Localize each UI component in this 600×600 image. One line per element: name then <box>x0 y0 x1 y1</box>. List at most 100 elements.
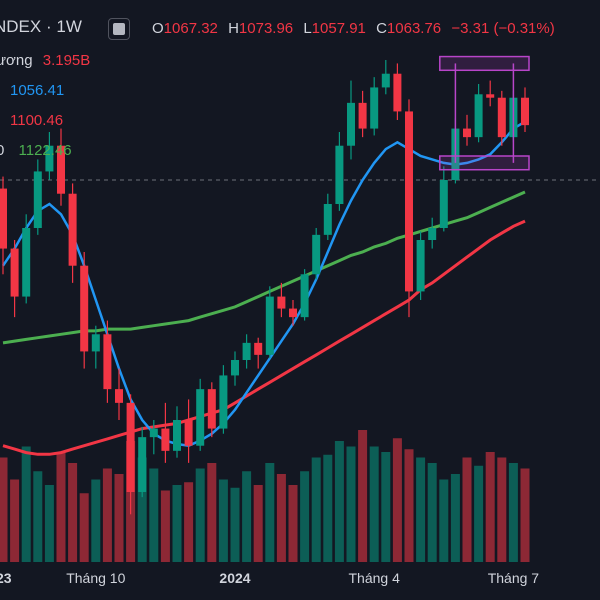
candle-body <box>80 265 89 352</box>
candle-body <box>68 193 77 266</box>
volume-bar <box>346 446 356 562</box>
candle-body <box>0 188 7 249</box>
candle-body <box>207 389 216 429</box>
candle-body <box>381 73 390 88</box>
candle-body <box>45 145 54 172</box>
volume-bar <box>462 457 472 562</box>
volume-bar <box>311 457 321 562</box>
candle-body <box>173 420 181 451</box>
high-value: 1073.96 <box>238 20 294 37</box>
candle-body <box>405 111 413 292</box>
volume-label: ương <box>0 52 33 69</box>
volume-bar <box>172 485 182 562</box>
candle-body <box>486 94 495 98</box>
volume-bar <box>404 449 414 562</box>
change-value: −3.31 (−0.31%) <box>451 20 555 37</box>
volume-bar <box>91 479 101 562</box>
volume-bar <box>68 463 78 562</box>
volume-bar <box>300 471 310 562</box>
candle-body <box>497 97 506 138</box>
time-axis-tick: 2024 <box>219 570 251 586</box>
time-axis-tick: Tháng 7 <box>487 570 540 586</box>
candle-body <box>138 437 147 492</box>
volume-bar <box>323 454 333 562</box>
timeframe-sep: · <box>45 17 57 36</box>
time-axis-tick: Tháng 10 <box>66 570 126 586</box>
low-key: L <box>303 20 312 37</box>
candle-body <box>161 428 170 451</box>
volume-bar <box>288 485 298 562</box>
ma-green-legend[interactable]: 0 1122.46 <box>0 142 72 159</box>
symbol-name: NDEX <box>0 17 42 36</box>
candle-body <box>289 308 297 318</box>
candle-body <box>265 296 274 355</box>
symbol-title[interactable]: NDEX · 1W <box>0 17 82 37</box>
open-value: 1067.32 <box>163 20 218 37</box>
volume-legend[interactable]: ương 3.195B <box>0 52 90 69</box>
volume-bar <box>242 471 252 562</box>
volume-bar <box>474 465 484 562</box>
volume-bar <box>184 482 194 562</box>
candle-body <box>57 145 65 194</box>
volume-bar <box>10 479 20 562</box>
volume-bar <box>114 474 124 562</box>
ma-blue-legend[interactable]: 1056.41 <box>0 82 64 99</box>
candle-body <box>126 402 135 492</box>
candle-body <box>196 389 205 446</box>
volume-bar <box>334 441 344 562</box>
volume-bar <box>381 452 391 562</box>
volume-bar <box>160 490 170 562</box>
candle-body <box>370 87 379 129</box>
volume-bar <box>207 463 217 562</box>
volume-bar <box>230 487 240 562</box>
open-key: O <box>152 20 164 37</box>
candle-body <box>115 389 123 403</box>
window-toggle-icon[interactable] <box>108 18 130 40</box>
volume-bar <box>102 468 112 562</box>
volume-bar <box>0 457 8 562</box>
time-axis-tick: 23 <box>0 570 12 586</box>
candle-body <box>312 234 321 275</box>
candle-body <box>428 228 437 240</box>
candle-body <box>277 296 286 309</box>
ma-blue-line <box>1 120 526 447</box>
candle-body <box>463 128 471 138</box>
volume-bar <box>439 479 449 562</box>
ma-red-line <box>2 219 526 456</box>
candle-body <box>393 73 402 112</box>
candle-body <box>231 360 239 376</box>
candle-body <box>33 171 42 228</box>
candle-body <box>416 240 425 292</box>
volume-bar <box>137 457 147 562</box>
candle-body <box>10 248 19 297</box>
volume-bar <box>369 446 379 562</box>
highlight-box <box>439 155 530 171</box>
candle-body <box>347 102 355 146</box>
volume-bars <box>0 430 530 562</box>
ma-blue-value: 1056.41 <box>10 82 65 99</box>
volume-bar <box>427 463 437 562</box>
ma-red-value: 1100.46 <box>10 112 64 129</box>
volume-bar <box>497 457 507 562</box>
candle-body <box>184 420 193 446</box>
candle-body <box>300 274 309 318</box>
ma-green-prefix: 0 <box>0 142 5 159</box>
volume-bar <box>450 474 460 562</box>
candle-body <box>242 342 251 360</box>
candle-body <box>149 428 158 438</box>
candle-body <box>219 375 228 429</box>
volume-bar <box>416 457 426 562</box>
time-axis-tick: Tháng 4 <box>348 570 400 586</box>
high-key: H <box>228 20 239 37</box>
close-value: 1063.76 <box>386 20 442 37</box>
volume-bar <box>508 463 518 562</box>
time-axis[interactable] <box>0 564 600 600</box>
volume-bar <box>253 485 263 562</box>
candle-body <box>103 334 112 390</box>
ma-red-legend[interactable]: 1100.46 <box>0 112 63 129</box>
volume-bar <box>520 468 530 562</box>
ma-green-line <box>2 190 526 345</box>
volume-value: 3.195B <box>42 52 91 69</box>
highlight-box <box>439 55 530 72</box>
